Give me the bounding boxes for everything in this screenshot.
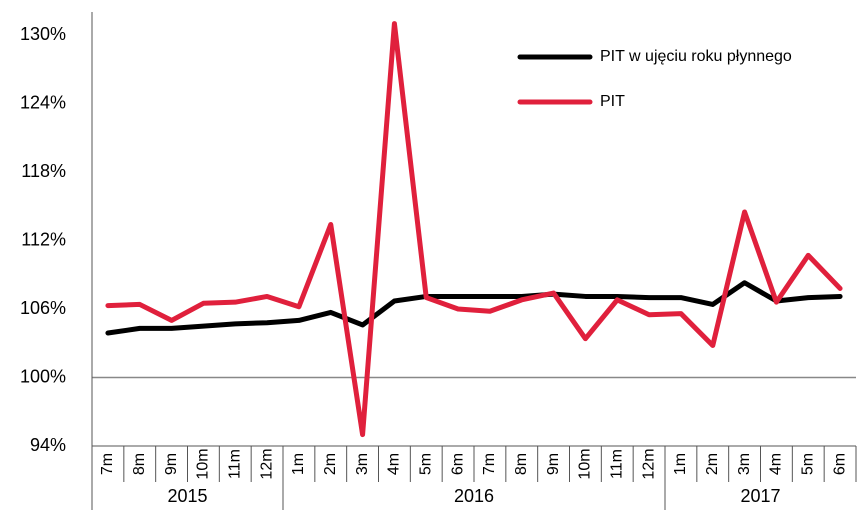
x-tick-label: 6m <box>449 453 466 475</box>
y-tick-label: 100% <box>20 366 66 386</box>
x-tick-label: 10m <box>577 448 594 479</box>
x-tick-label: 1m <box>290 453 307 475</box>
x-tick-label: 12m <box>640 448 657 479</box>
series-line <box>105 21 843 438</box>
x-tick-label: 8m <box>513 453 530 475</box>
y-tick-label: 112% <box>21 229 66 249</box>
y-tick-label: 124% <box>20 92 66 112</box>
x-tick-label: 7m <box>481 453 498 475</box>
group-label: 2015 <box>167 486 207 506</box>
x-tick-label: 3m <box>736 453 753 475</box>
group-label: 2017 <box>740 486 780 506</box>
x-tick-label: 7m <box>99 453 116 475</box>
x-tick-label: 10m <box>195 448 212 479</box>
legend-label: PIT <box>600 93 625 110</box>
y-tick-label: 94% <box>30 435 66 455</box>
x-tick-label: 12m <box>258 448 275 479</box>
x-tick-label: 5m <box>799 453 816 475</box>
y-tick-label: 106% <box>20 298 66 318</box>
series-line <box>105 280 843 336</box>
group-label: 2016 <box>454 486 494 506</box>
x-tick-label: 6m <box>831 453 848 475</box>
y-tick-label: 130% <box>20 24 66 44</box>
x-tick-label: 11m <box>608 449 625 479</box>
x-tick-label: 2m <box>322 453 339 475</box>
legend-label: PIT w ujęciu roku płynnego <box>600 48 792 65</box>
x-tick-label: 1m <box>672 453 689 475</box>
x-tick-label: 11m <box>226 449 243 479</box>
x-tick-label: 3m <box>354 453 371 475</box>
x-tick-label: 9m <box>545 453 562 475</box>
x-tick-label: 9m <box>163 453 180 475</box>
x-tick-label: 8m <box>131 453 148 475</box>
y-tick-label: 118% <box>21 161 66 181</box>
x-tick-label: 5m <box>417 453 434 475</box>
x-tick-label: 2m <box>704 453 721 475</box>
x-tick-label: 4m <box>768 453 785 475</box>
x-tick-label: 4m <box>386 453 403 475</box>
